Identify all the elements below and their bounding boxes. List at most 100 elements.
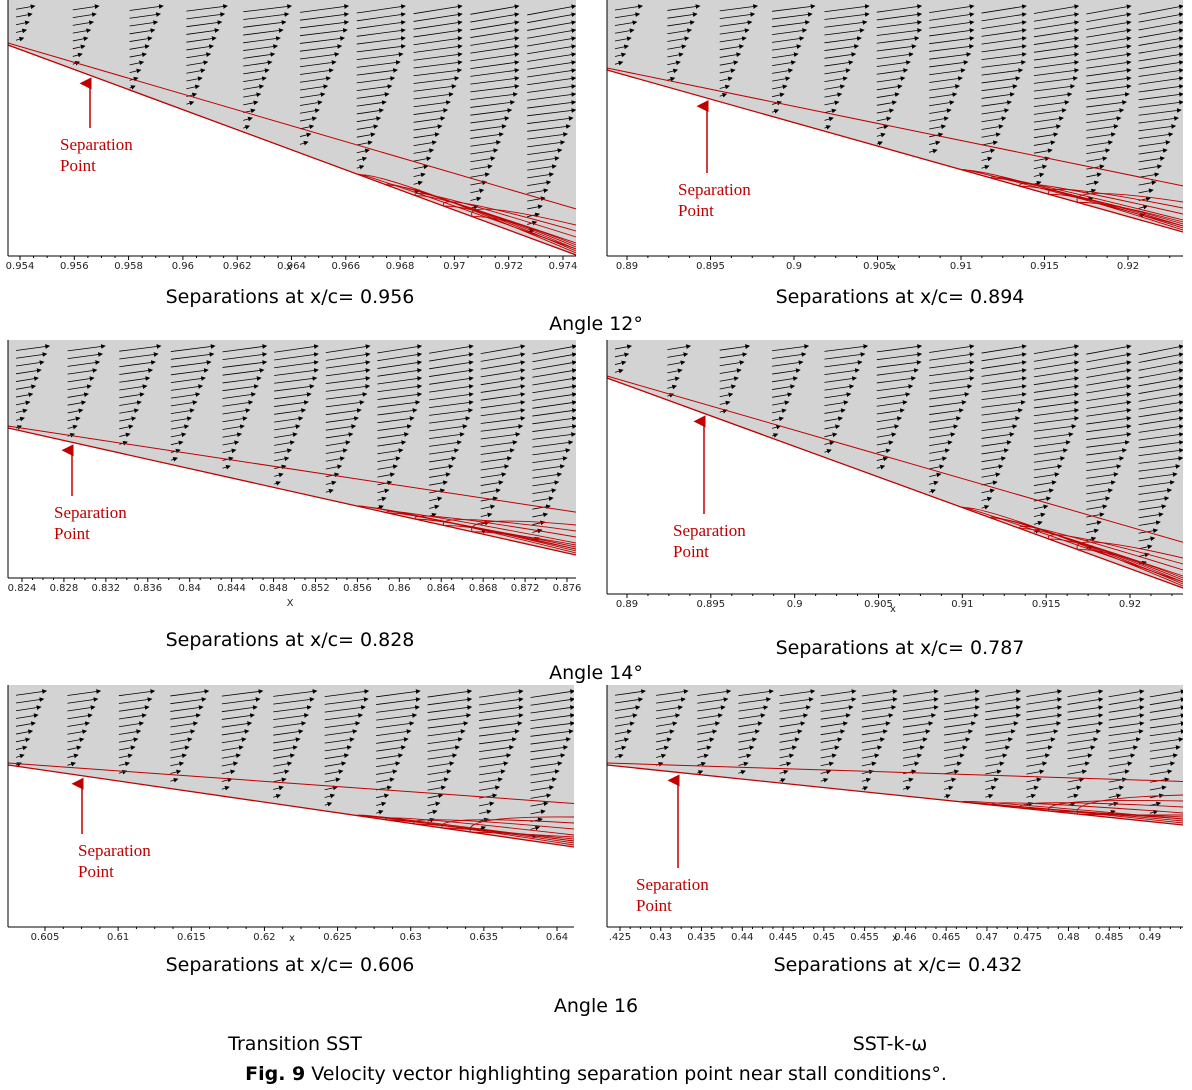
angle-label: Angle 16: [554, 995, 638, 1017]
tick-label: 0.455: [850, 932, 879, 943]
tick-label: 0.832: [92, 583, 121, 594]
tick-label: 0.956: [60, 261, 89, 272]
separation-label-line: Separation: [54, 503, 127, 522]
angle-label: Angle 12°: [549, 313, 643, 335]
tick-label: 0.485: [1095, 932, 1124, 943]
plot-area: [8, 340, 576, 578]
tick-label: 0.966: [331, 261, 360, 272]
tick-label: 0.91: [951, 599, 973, 610]
plot-area: [8, 0, 576, 256]
separation-label-line: Separation: [678, 180, 751, 199]
tick-label: 0.96: [172, 261, 194, 272]
tick-label: 0.84: [179, 583, 201, 594]
tick-label: 0.45: [813, 932, 835, 943]
tick-label: 0.92: [1117, 261, 1139, 272]
panel: Separation Point .425 0.43 0.435 0.44 0.445 0.4…: [607, 685, 1185, 976]
separation-label-line: Point: [60, 156, 96, 175]
tick-label: 0.954: [6, 261, 35, 272]
panel-caption: Separations at x/c= 0.787: [776, 637, 1025, 659]
separation-label-line: Point: [678, 201, 714, 220]
tick-label: 0.43: [650, 932, 672, 943]
tick-label: 0.465: [932, 932, 961, 943]
tick-label: 0.89: [616, 261, 638, 272]
tick-label: 0.962: [223, 261, 252, 272]
panel: Separation Point 0.954 0.956 0.958 0.96 0.962 0…: [6, 0, 578, 308]
separation-label-line: Point: [636, 896, 672, 915]
tick-label: 0.86: [388, 583, 410, 594]
tick-label: 0.828: [50, 583, 79, 594]
tick-label: 0.864: [427, 583, 456, 594]
tick-label: 0.905: [863, 261, 892, 272]
tick-label: 0.625: [323, 932, 352, 943]
separation-label-line: Point: [673, 542, 709, 561]
tick-label: 0.856: [343, 583, 372, 594]
tick-label: 0.9: [786, 261, 802, 272]
tick-label: 0.435: [687, 932, 716, 943]
axis-label: x: [286, 262, 292, 273]
separation-label-line: Separation: [673, 521, 746, 540]
tick-label: 0.635: [470, 932, 499, 943]
plot-area: [8, 685, 574, 927]
axis-label: x: [890, 262, 896, 273]
separation-label-line: Separation: [636, 875, 709, 894]
tick-label: 0.44: [731, 932, 753, 943]
axis-label: x: [890, 604, 896, 615]
tick-label: 0.824: [8, 583, 37, 594]
tick-label: 0.47: [976, 932, 998, 943]
panel: Separation Point 0.605 0.61 0.615 0.62 0.625 0.…: [8, 685, 574, 976]
tick-label: 0.915: [1032, 599, 1061, 610]
tick-label: 0.64: [546, 932, 568, 943]
tick-label: 0.91: [950, 261, 972, 272]
separation-label-line: Point: [78, 862, 114, 881]
tick-label: 0.62: [253, 932, 275, 943]
figure-caption: Fig. 9 Velocity vector highlighting separ…: [245, 1063, 947, 1085]
tick-label: 0.972: [494, 261, 523, 272]
panel-caption: Separations at x/c= 0.894: [776, 286, 1025, 308]
tick-label: 0.974: [549, 261, 578, 272]
model-label: Transition SST: [227, 1033, 362, 1055]
figure-number: Fig. 9: [245, 1063, 305, 1085]
tick-label: 0.836: [133, 583, 162, 594]
tick-label: 0.915: [1030, 261, 1059, 272]
axis-label: x: [289, 933, 295, 944]
model-label: SST-k-ω: [853, 1033, 928, 1055]
tick-label: 0.848: [259, 583, 288, 594]
tick-label: 0.63: [400, 932, 422, 943]
tick-label: 0.895: [697, 599, 726, 610]
tick-label: 0.445: [769, 932, 798, 943]
panel-caption: Separations at x/c= 0.828: [166, 629, 415, 651]
tick-label: 0.868: [469, 583, 498, 594]
tick-label: 0.61: [107, 932, 129, 943]
tick-label: 0.92: [1119, 599, 1141, 610]
panel: Separation Point 0.89 0.895 0.9 0.905 0.91 0.91…: [607, 0, 1183, 308]
tick-label: 0.615: [177, 932, 206, 943]
tick-label: 0.968: [386, 261, 415, 272]
tick-label: .425: [609, 932, 631, 943]
panel-caption: Separations at x/c= 0.432: [774, 954, 1023, 976]
tick-label: 0.9: [787, 599, 803, 610]
tick-label: 0.89: [616, 599, 638, 610]
panel-caption: Separations at x/c= 0.956: [166, 286, 415, 308]
axis-label: X: [287, 598, 294, 609]
figure: Angle 12° Angle 14° Angle 16 Transition …: [0, 0, 1192, 1090]
tick-label: 0.475: [1013, 932, 1042, 943]
tick-label: 0.876: [553, 583, 582, 594]
panel: Separation Point 0.89 0.895 0.9 0.905 0.91 0.91…: [607, 340, 1183, 659]
tick-label: 0.97: [443, 261, 465, 272]
panel-caption: Separations at x/c= 0.606: [166, 954, 415, 976]
tick-label: 0.958: [114, 261, 143, 272]
panel: Separation Point 0.824 0.828 0.832 0.836 0.84 0…: [8, 340, 582, 651]
separation-label-line: Separation: [78, 841, 151, 860]
axis-label: x: [892, 933, 898, 944]
tick-label: 0.852: [301, 583, 330, 594]
tick-label: 0.49: [1139, 932, 1161, 943]
separation-label-line: Point: [54, 524, 90, 543]
tick-label: 0.905: [864, 599, 893, 610]
tick-label: 0.895: [696, 261, 725, 272]
tick-label: 0.605: [31, 932, 60, 943]
angle-label: Angle 14°: [549, 662, 643, 684]
tick-label: 0.844: [217, 583, 246, 594]
separation-label-line: Separation: [60, 135, 133, 154]
tick-label: 0.48: [1057, 932, 1079, 943]
figure-caption-text: Velocity vector highlighting separation …: [311, 1063, 947, 1085]
